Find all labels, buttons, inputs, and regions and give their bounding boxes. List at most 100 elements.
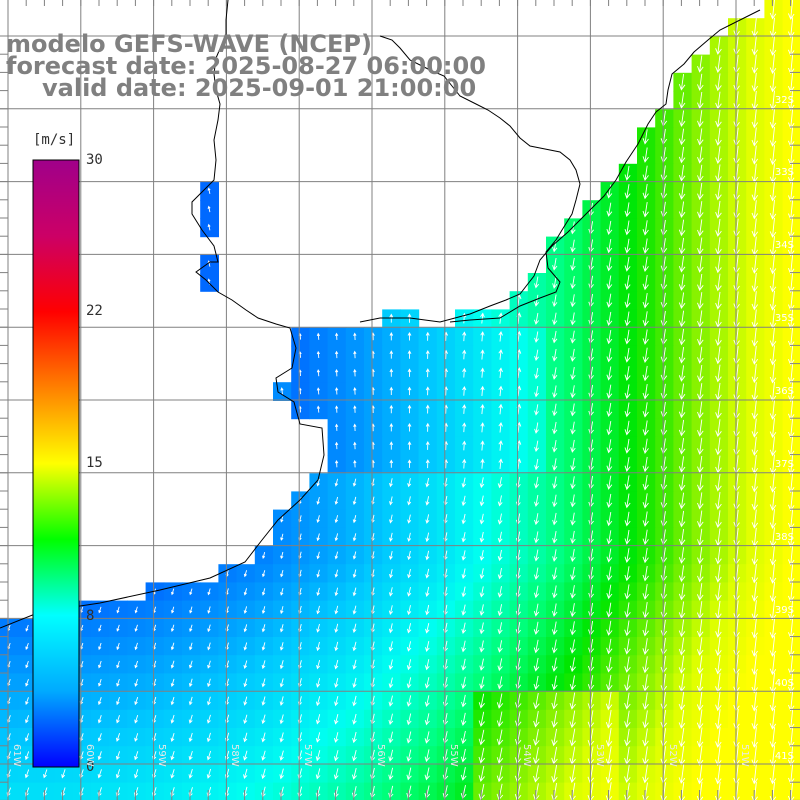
wind-arrow — [207, 205, 211, 213]
wind-arrow — [406, 749, 412, 762]
wind-arrow — [697, 128, 704, 146]
wind-arrow — [497, 658, 503, 672]
wind-arrow — [642, 620, 649, 637]
wind-arrow — [425, 477, 430, 488]
wind-arrow — [479, 513, 485, 525]
wind-arrow — [551, 710, 558, 728]
wind-arrow — [606, 348, 613, 363]
wind-arrow — [534, 276, 540, 289]
wind-arrow — [678, 183, 686, 200]
lat-label: 36S — [774, 386, 794, 397]
wind-arrow — [606, 457, 613, 472]
wind-arrow — [605, 764, 613, 784]
wind-arrow — [696, 709, 704, 730]
wind-arrow — [316, 405, 320, 413]
lon-label: 57W — [302, 744, 313, 767]
wind-arrow — [751, 600, 759, 621]
wind-arrow — [751, 672, 758, 694]
wind-arrow — [697, 91, 704, 110]
wind-arrow — [751, 473, 759, 493]
wind-arrow — [751, 745, 758, 767]
colorbar-tick: 8 — [86, 608, 95, 624]
wind-arrow — [407, 368, 412, 377]
wind-arrow — [787, 53, 795, 75]
wind-arrow — [678, 691, 686, 711]
wind-arrow — [624, 529, 631, 545]
wind-arrow — [497, 622, 503, 635]
wind-arrow — [480, 403, 485, 415]
wind-arrow — [134, 606, 138, 614]
wind-arrow — [787, 326, 795, 348]
wind-arrow — [116, 660, 120, 669]
wind-arrow — [751, 363, 759, 384]
wind-arrow — [769, 126, 777, 147]
wind-arrow — [787, 199, 795, 221]
wind-arrow — [552, 239, 558, 253]
wind-arrow — [207, 223, 211, 231]
wind-arrow — [116, 715, 120, 724]
wind-arrow — [25, 660, 29, 669]
wind-arrow — [715, 37, 722, 55]
wind-arrow — [678, 529, 686, 546]
wind-arrow — [787, 290, 795, 312]
wind-arrow — [606, 384, 613, 399]
wind-arrow — [751, 491, 759, 511]
wind-arrow — [171, 588, 175, 596]
wind-arrow — [678, 201, 686, 219]
wind-arrow — [261, 750, 266, 761]
lat-label: 41S — [774, 751, 794, 762]
wind-arrow — [352, 749, 357, 762]
wind-arrow — [769, 690, 777, 712]
wind-arrow — [606, 421, 613, 436]
wind-arrow — [769, 381, 777, 402]
wind-arrow — [751, 509, 759, 529]
wind-arrow — [715, 727, 722, 748]
wind-arrow — [624, 293, 631, 309]
wind-arrow — [316, 369, 320, 377]
wind-arrow — [751, 145, 759, 165]
wind-arrow — [769, 545, 777, 566]
lat-label: 39S — [774, 605, 794, 616]
wind-arrow — [569, 621, 576, 636]
wind-arrow — [498, 440, 503, 451]
wind-arrow — [497, 640, 503, 653]
wind-arrow — [207, 187, 211, 194]
wind-arrow — [642, 529, 649, 546]
wind-arrow — [570, 276, 576, 290]
wind-arrow — [407, 441, 412, 450]
wind-arrow — [207, 696, 211, 706]
wind-arrow — [624, 165, 631, 181]
lon-label: 58W — [229, 744, 240, 767]
wind-arrow — [389, 386, 394, 395]
wind-arrow — [462, 404, 467, 414]
wind-arrow — [353, 332, 357, 341]
wind-arrow — [551, 675, 558, 691]
wind-arrow — [334, 478, 339, 487]
wind-arrow — [751, 181, 759, 202]
wind-arrow — [678, 347, 686, 364]
wind-arrow — [279, 678, 284, 688]
wind-arrow — [207, 642, 211, 651]
wind-arrow — [697, 492, 704, 510]
wind-arrow — [61, 769, 66, 779]
wind-arrow — [188, 678, 193, 688]
wind-arrow — [769, 763, 777, 785]
wind-arrow — [496, 693, 504, 709]
wind-arrow — [715, 691, 722, 712]
wind-arrow — [388, 623, 394, 634]
wind-arrow — [480, 331, 485, 342]
wind-arrow — [697, 73, 704, 91]
wind-arrow — [787, 71, 795, 93]
wind-arrow — [751, 400, 759, 420]
wind-arrow — [697, 164, 704, 182]
wind-arrow — [642, 129, 649, 145]
wind-arrow — [751, 582, 759, 602]
wind-arrow — [787, 435, 795, 457]
wind-arrow — [624, 692, 631, 710]
model-title: modelo GEFS-WAVE (NCEP) — [6, 30, 372, 58]
wind-arrow — [134, 642, 138, 651]
wind-arrow — [243, 642, 248, 651]
wind-arrow — [534, 494, 540, 507]
wind-arrow — [479, 531, 485, 543]
wind-arrow — [496, 729, 504, 746]
